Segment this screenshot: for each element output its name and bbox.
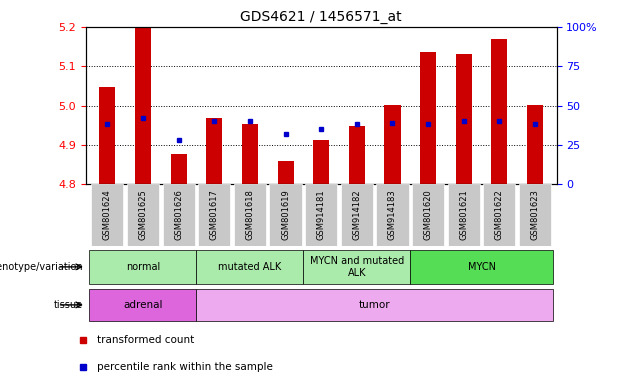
FancyBboxPatch shape <box>127 184 159 246</box>
Text: GSM801619: GSM801619 <box>281 190 290 240</box>
Text: percentile rank within the sample: percentile rank within the sample <box>97 362 273 372</box>
FancyBboxPatch shape <box>90 250 197 284</box>
Text: GSM801625: GSM801625 <box>139 190 148 240</box>
Text: genotype/variation: genotype/variation <box>0 262 83 272</box>
FancyBboxPatch shape <box>303 250 410 284</box>
Bar <box>242 124 258 184</box>
Bar <box>527 105 543 184</box>
FancyBboxPatch shape <box>377 184 408 246</box>
Text: GSM801620: GSM801620 <box>424 190 432 240</box>
Bar <box>99 87 115 184</box>
Bar <box>313 140 329 184</box>
Bar <box>349 126 365 184</box>
FancyBboxPatch shape <box>483 184 516 246</box>
Text: tissue: tissue <box>53 300 83 310</box>
FancyBboxPatch shape <box>448 184 480 246</box>
FancyBboxPatch shape <box>410 250 553 284</box>
Text: GSM801624: GSM801624 <box>103 190 112 240</box>
Text: GSM801622: GSM801622 <box>495 190 504 240</box>
FancyBboxPatch shape <box>198 184 230 246</box>
FancyBboxPatch shape <box>163 184 195 246</box>
Text: GSM914183: GSM914183 <box>388 190 397 240</box>
Bar <box>456 54 472 184</box>
Text: MYCN: MYCN <box>467 262 495 272</box>
FancyBboxPatch shape <box>519 184 551 246</box>
Text: mutated ALK: mutated ALK <box>218 262 282 272</box>
Text: tumor: tumor <box>359 300 391 310</box>
FancyBboxPatch shape <box>270 184 301 246</box>
Text: GSM914182: GSM914182 <box>352 190 361 240</box>
Text: transformed count: transformed count <box>97 335 195 345</box>
Title: GDS4621 / 1456571_at: GDS4621 / 1456571_at <box>240 10 402 25</box>
Text: GSM801617: GSM801617 <box>210 190 219 240</box>
Text: MYCN and mutated
ALK: MYCN and mutated ALK <box>310 256 404 278</box>
FancyBboxPatch shape <box>91 184 123 246</box>
Text: GSM801621: GSM801621 <box>459 190 468 240</box>
Bar <box>135 27 151 184</box>
Text: GSM801626: GSM801626 <box>174 190 183 240</box>
Bar <box>385 105 401 184</box>
FancyBboxPatch shape <box>305 184 337 246</box>
FancyBboxPatch shape <box>197 289 553 321</box>
Bar <box>492 40 508 184</box>
FancyBboxPatch shape <box>341 184 373 246</box>
Bar <box>420 53 436 184</box>
Bar <box>277 162 294 184</box>
FancyBboxPatch shape <box>234 184 266 246</box>
Text: adrenal: adrenal <box>123 300 163 310</box>
Bar <box>206 118 222 184</box>
FancyBboxPatch shape <box>412 184 444 246</box>
Text: normal: normal <box>126 262 160 272</box>
Text: GSM801618: GSM801618 <box>245 190 254 240</box>
FancyBboxPatch shape <box>90 289 197 321</box>
Text: GSM801623: GSM801623 <box>530 190 539 240</box>
Bar <box>170 154 186 184</box>
Text: GSM914181: GSM914181 <box>317 190 326 240</box>
FancyBboxPatch shape <box>197 250 303 284</box>
